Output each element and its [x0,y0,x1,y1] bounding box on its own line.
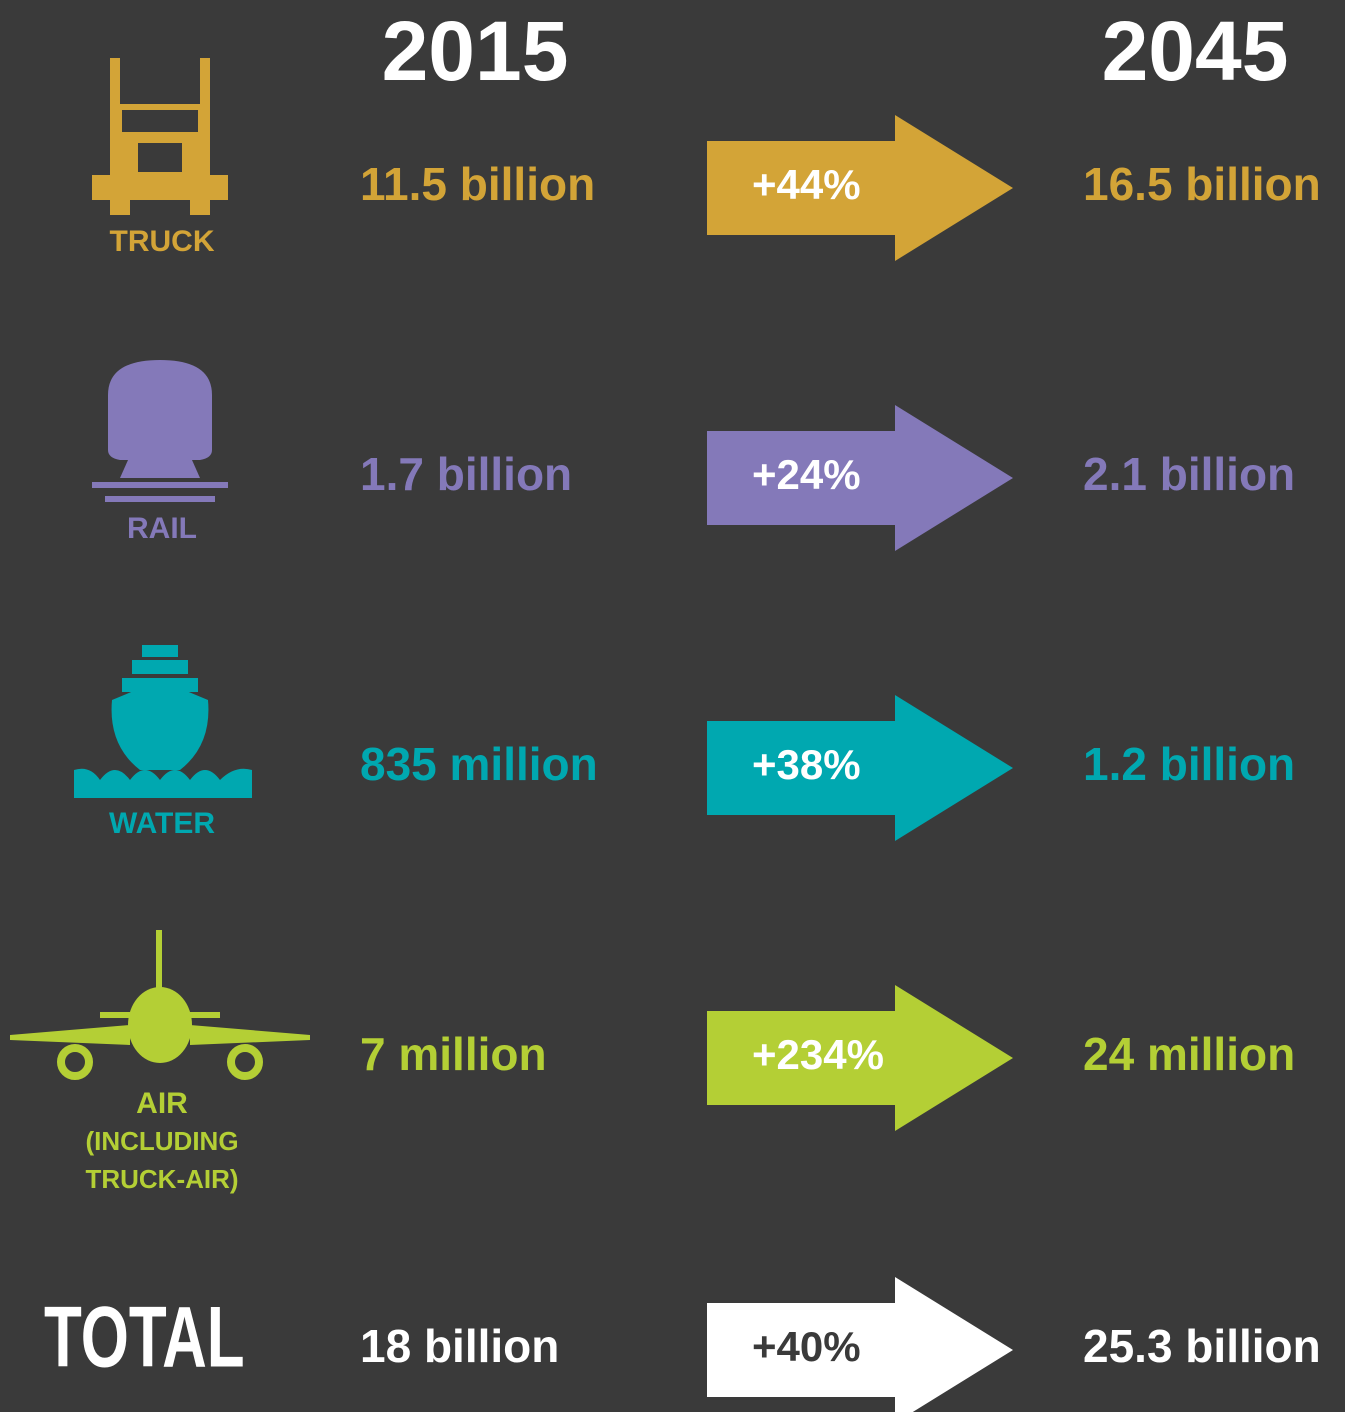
mode-label: RAIL [127,512,197,545]
value-to: 25.3 billion [1083,1320,1321,1372]
mode-label: TRUCK-AIR) [85,1164,238,1194]
value-to: 1.2 billion [1083,738,1295,790]
arrow [707,115,1013,261]
value-from: 835 million [360,738,598,790]
truck-icon [92,58,228,215]
rail-icon [92,360,228,502]
value-from: 11.5 billion [360,158,595,210]
mode-label: WATER [109,807,215,840]
plane-icon [10,930,310,1080]
mode-label: TRUCK [110,225,215,258]
change: +24% [752,451,861,498]
value-to: 24 million [1083,1028,1295,1080]
value-to: 2.1 billion [1083,448,1295,500]
arrow [707,405,1013,551]
total-label: TOTAL [44,1289,245,1385]
mode-label: (INCLUDING [85,1126,238,1156]
change: +234% [752,1031,884,1078]
value-from: 18 billion [360,1320,559,1372]
arrow [707,695,1013,841]
year-from: 2015 [382,4,569,98]
change: +38% [752,741,861,788]
value-to: 16.5 billion [1083,158,1321,210]
change: +44% [752,161,861,208]
year-to: 2045 [1102,4,1289,98]
value-from: 7 million [360,1028,547,1080]
arrow [707,1277,1013,1412]
arrow [707,985,1013,1131]
mode-label: AIR [136,1087,188,1120]
ship-icon [74,645,252,798]
value-from: 1.7 billion [360,448,572,500]
change: +40% [752,1323,861,1370]
